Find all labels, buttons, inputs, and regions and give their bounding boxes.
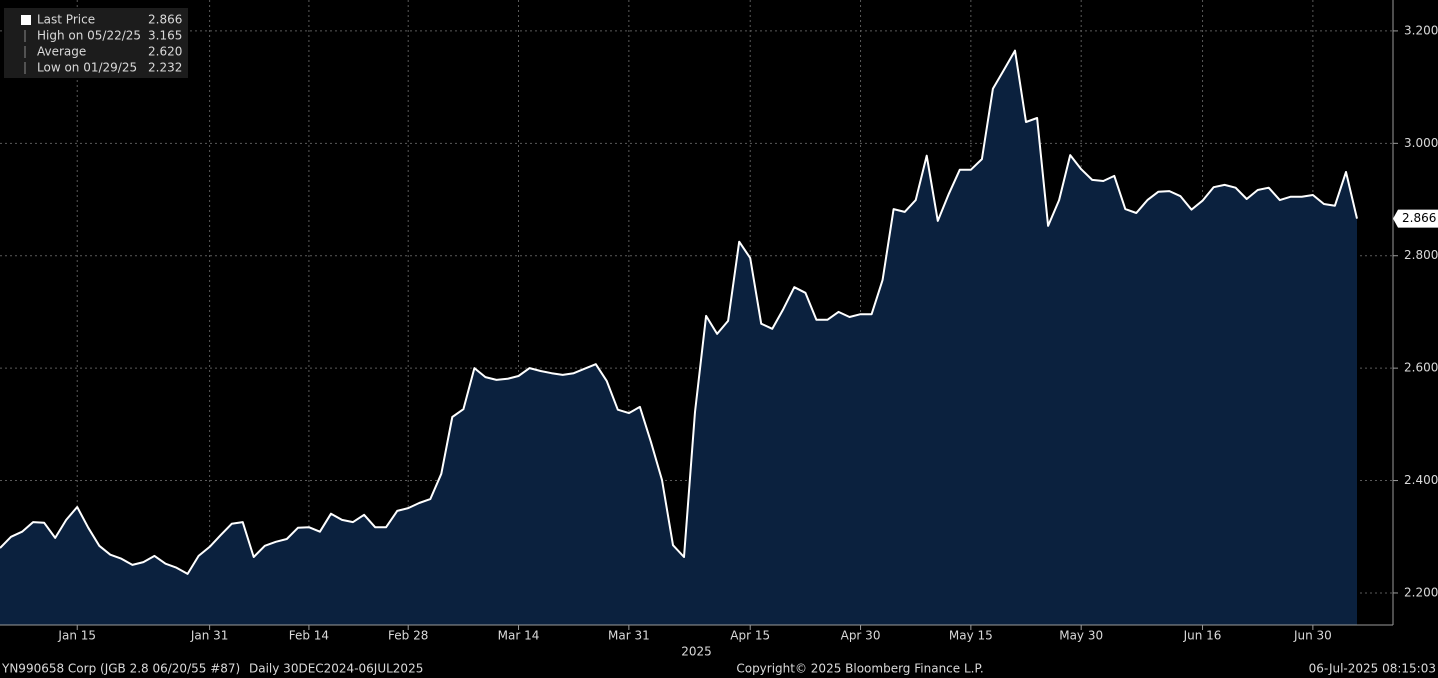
x-tick-label: Jan 15 <box>57 629 96 643</box>
last-price-label: 2.866 <box>1402 211 1436 225</box>
footer-timestamp: 06-Jul-2025 08:15:03 <box>1309 662 1436 676</box>
footer-period: Daily 30DEC2024-06JUL2025 <box>249 662 423 676</box>
x-tick-label: Apr 15 <box>730 629 770 643</box>
y-tick-label: 2.200 <box>1404 585 1438 599</box>
x-tick-label: Mar 31 <box>608 629 650 643</box>
price-line <box>0 49 1358 575</box>
x-tick-label: May 30 <box>1059 629 1103 643</box>
legend-name: Average <box>37 45 86 59</box>
y-tick-label: 2.800 <box>1404 248 1438 262</box>
x-tick-label: Mar 14 <box>498 629 540 643</box>
x-tick-label: Feb 28 <box>388 629 428 643</box>
footer-security: YN990658 Corp (JGB 2.8 06/20/55 #87) <box>1 662 240 676</box>
legend-box <box>4 8 188 78</box>
legend-value: 3.165 <box>148 29 182 43</box>
legend-name: Low on 01/29/25 <box>37 61 137 75</box>
legend-value: 2.620 <box>148 45 182 59</box>
x-tick-label: May 15 <box>949 629 993 643</box>
footer-copyright: Copyright© 2025 Bloomberg Finance L.P. <box>736 662 983 676</box>
legend-name: High on 05/22/25 <box>37 29 141 43</box>
legend-value: 2.866 <box>148 13 182 27</box>
x-axis-label: 2025 <box>681 645 712 659</box>
y-tick-label: 3.200 <box>1404 23 1438 37</box>
legend: Last Price 2.866 High on 05/22/25 3.165 Aver… <box>4 8 188 78</box>
x-tick-label: Jan 31 <box>190 629 229 643</box>
x-tick-label: Feb 14 <box>289 629 329 643</box>
legend-swatch <box>21 15 31 25</box>
y-tick-label: 2.600 <box>1404 361 1438 375</box>
last-price-tag <box>1393 209 1438 228</box>
y-tick-label: 3.000 <box>1404 136 1438 150</box>
x-tick-label: Jun 16 <box>1183 629 1222 643</box>
x-tick-label: Jun 30 <box>1293 629 1332 643</box>
plot-area: 2.200 2.400 2.600 2.800 3.000 3.200 Jan 15 Jan … <box>0 0 1438 659</box>
legend-name: Last Price <box>37 13 95 27</box>
legend-value: 2.232 <box>148 61 182 75</box>
x-tick-label: Apr 30 <box>841 629 881 643</box>
y-tick-label: 2.400 <box>1404 473 1438 487</box>
area-fill <box>0 50 1357 626</box>
